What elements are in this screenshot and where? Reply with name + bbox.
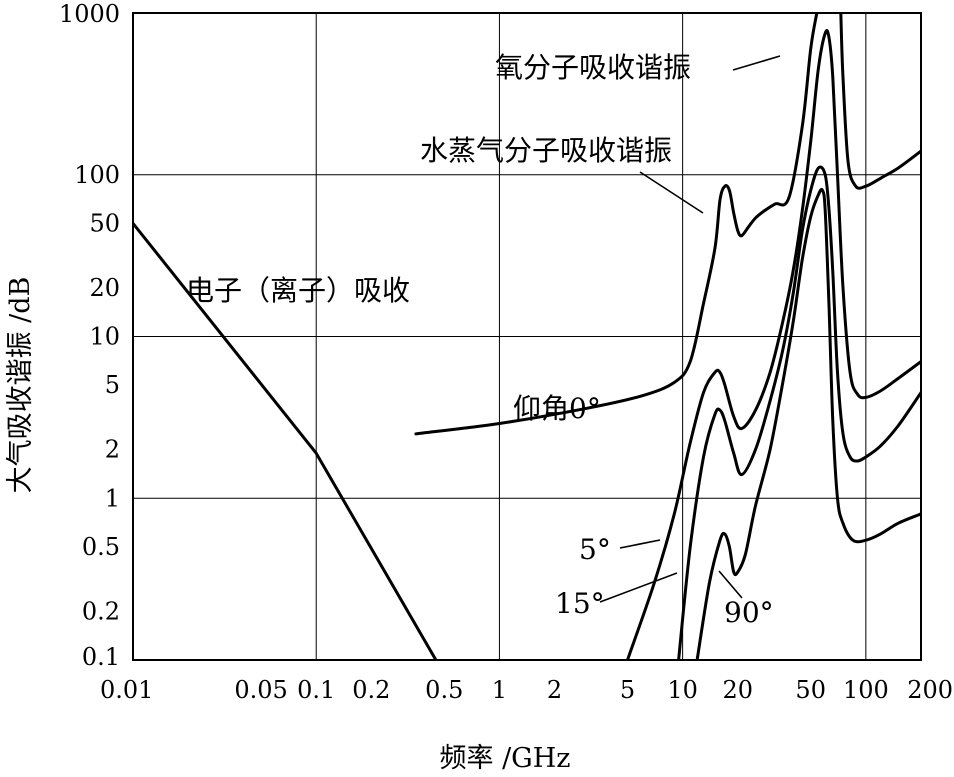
- curve-electron-absorption: [133, 221, 438, 660]
- y-tick-label: 10: [89, 323, 120, 351]
- y-tick-label: 50: [89, 209, 120, 237]
- leader-15deg: [599, 572, 678, 603]
- x-tick-label: 1: [492, 676, 507, 704]
- x-tick-label: 0.01: [100, 676, 153, 704]
- curve-elevation-90: [695, 187, 921, 660]
- x-tick-label: 20: [723, 676, 754, 704]
- x-tick-label: 10: [667, 676, 698, 704]
- leader-water-vapor: [639, 171, 704, 214]
- leader-90deg: [718, 570, 743, 599]
- y-tick-label: 5: [105, 371, 120, 399]
- x-tick-label: 100: [843, 676, 889, 704]
- curve-elevation-5: [626, 29, 921, 660]
- y-tick-labels: 0.1 0.2 0.5 1 2 5 10 20 50 100 1000: [59, 0, 120, 671]
- annotation-elevation-5: 5°: [579, 533, 611, 566]
- x-tick-label: 0.2: [352, 676, 390, 704]
- x-tick-label: 5: [620, 676, 635, 704]
- plot-frame: [132, 12, 922, 661]
- curve-elevation-0-right: [839, 13, 921, 190]
- x-tick-label: 50: [795, 676, 826, 704]
- annotation-oxygen-resonance: 氧分子吸收谐振: [495, 51, 691, 84]
- x-tick-label: 2: [547, 676, 562, 704]
- leader-5deg: [619, 539, 661, 549]
- x-tick-label: 0.05: [234, 676, 287, 704]
- annotation-electron-absorption: 电子（离子）吸收: [186, 274, 410, 307]
- annotation-elevation-0: 仰角0°: [513, 392, 601, 425]
- x-tick-label: 0.1: [297, 676, 335, 704]
- curves: [133, 13, 921, 660]
- annotation-elevation-15: 15°: [555, 587, 605, 620]
- y-tick-label: 1000: [59, 0, 120, 28]
- leader-oxygen: [732, 55, 781, 71]
- y-axis-label: 大气吸收谐振 /dB: [5, 277, 36, 494]
- curve-elevation-0-left: [414, 13, 819, 436]
- y-tick-label: 0.1: [82, 643, 120, 671]
- y-tick-label: 0.5: [82, 533, 120, 561]
- x-axis-label: 频率 /GHz: [439, 743, 570, 774]
- y-tick-label: 0.2: [82, 597, 120, 625]
- y-tick-label: 20: [89, 274, 120, 302]
- x-tick-labels: 0.01 0.05 0.1 0.2 0.5 1 2 5 10 20 50 100 200: [100, 676, 953, 704]
- annotation-elevation-90: 90°: [724, 596, 774, 629]
- annotation-water-vapor-resonance: 水蒸气分子吸收谐振: [420, 134, 672, 167]
- curve-elevation-15: [677, 165, 921, 660]
- y-tick-label: 2: [105, 436, 120, 464]
- y-tick-label: 1: [105, 484, 120, 512]
- grid-lines: [133, 13, 921, 660]
- x-tick-label: 200: [907, 676, 953, 704]
- y-tick-label: 100: [74, 161, 120, 189]
- x-tick-label: 0.5: [425, 676, 463, 704]
